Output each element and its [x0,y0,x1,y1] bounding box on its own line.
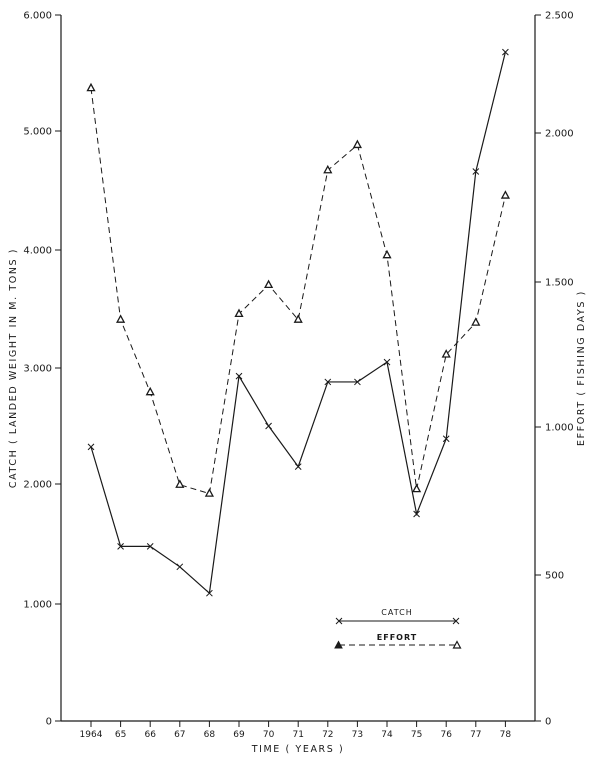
x-marker-icon [235,372,243,380]
left-tick-label: 1.000 [23,600,52,611]
x-marker-icon [383,358,391,366]
x-marker-icon [117,543,124,550]
x-tick-label: 73 [352,730,363,740]
left-tick-label: 5.000 [23,127,52,138]
right-tick-label: 500 [545,571,564,582]
x-marker-icon [413,510,420,518]
right-y-ticks: 0 500 1.000 1.500 2.000 2.500 [535,11,574,728]
legend-entry-effort: EFFORT [334,633,462,649]
left-tick-label: 6.000 [23,11,52,22]
triangle-marker-icon [234,308,244,318]
x-tick-label: 72 [322,730,333,740]
left-tick-label: 0 [46,717,52,728]
x-tick-label: 1964 [80,730,103,740]
x-ticks: 1964 65 66 67 68 69 70 71 72 73 74 75 76 77 78 [80,721,512,740]
x-marker-icon [146,543,154,550]
left-y-axis-title: CATCH ( LANDED WEIGHT IN M. TONS ) [8,248,19,488]
left-tick-label: 3.000 [23,364,52,375]
series-line-effort [90,88,506,495]
x-tick-label: 75 [411,730,422,740]
x-marker-icon [176,563,184,571]
triangle-marker-icon [116,314,126,323]
x-tick-label: 70 [263,730,275,740]
axes [60,15,536,722]
x-marker-icon [265,422,272,430]
x-marker-icon [442,435,450,443]
legend-entry-catch: CATCH [335,608,460,625]
x-tick-label: 76 [440,730,452,740]
right-tick-label: 2.500 [545,11,574,22]
x-tick-label: 65 [115,730,126,740]
triangle-marker-icon [382,249,392,259]
triangle-marker-icon [334,640,462,649]
x-tick-label: 77 [470,730,481,740]
triangle-marker-icon [86,82,96,92]
triangle-marker-icon [293,314,303,323]
left-tick-label: 2.000 [23,480,52,491]
triangle-marker-icon [500,190,510,199]
right-tick-label: 1.000 [545,423,574,434]
right-y-axis-title: EFFORT ( FISHING DAYS ) [576,290,587,446]
legend-label-catch: CATCH [381,608,412,617]
x-marker-icon [472,168,480,175]
x-marker-icon [294,463,302,470]
legend: CATCH EFFORT [334,608,462,649]
x-marker-icon [324,378,332,386]
triangle-marker-icon [175,479,185,488]
x-tick-label: 66 [144,730,156,740]
right-tick-label: 1.500 [545,278,574,289]
triangle-marker-icon [204,488,214,497]
x-tick-label: 71 [292,730,303,740]
left-y-ticks: 0 1.000 2.000 3.000 4.000 5.000 6.000 [23,11,61,728]
x-axis-title: TIME ( YEARS ) [251,744,345,755]
triangle-marker-icon [412,483,422,493]
triangle-marker-icon [441,349,451,358]
x-tick-label: 74 [381,730,393,740]
x-tick-label: 68 [204,730,216,740]
x-tick-label: 69 [233,730,245,740]
x-tick-label: 78 [500,730,512,740]
legend-label-effort: EFFORT [377,633,417,642]
series-catch [87,48,509,597]
triangle-marker-icon [323,164,333,174]
triangle-marker-icon [471,317,481,326]
x-marker-icon [502,48,509,56]
x-tick-label: 67 [174,730,185,740]
triangle-marker-icon [264,279,274,289]
x-marker-icon [354,378,361,386]
right-tick-label: 2.000 [545,129,574,140]
triangle-marker-icon [352,139,362,149]
left-tick-label: 4.000 [23,246,52,257]
x-marker-icon [206,589,213,597]
right-tick-label: 0 [545,717,551,728]
triangle-marker-icon [145,386,155,396]
x-marker-icon [335,617,460,625]
x-marker-icon [87,443,95,451]
series-effort [86,82,510,497]
